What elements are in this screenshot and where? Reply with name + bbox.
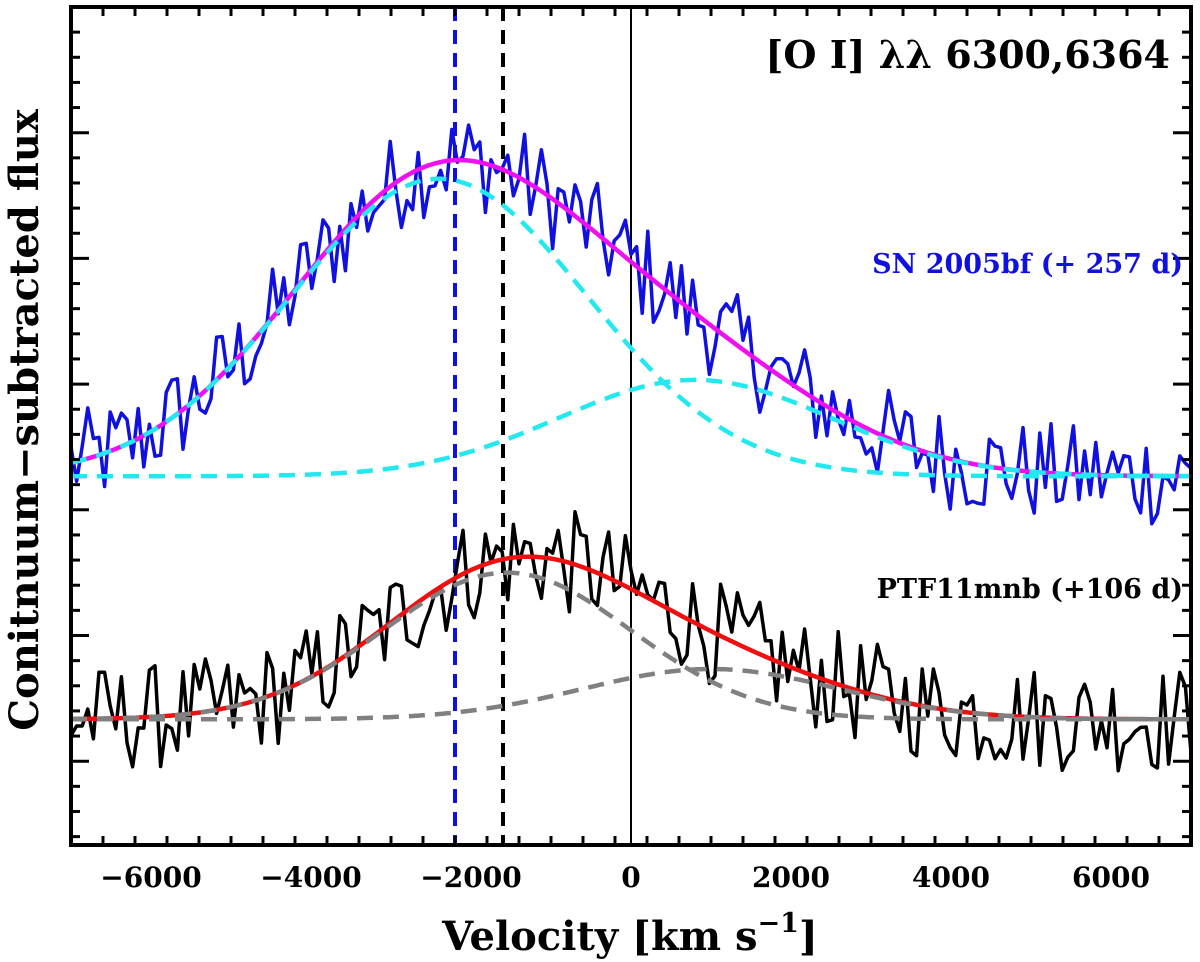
x-axis-title: Velocity [km s−1]	[441, 908, 818, 960]
series-label-sn2005bf: SN 2005bf (+ 257 d)	[872, 249, 1183, 280]
chart-title: [O I] λλ 6300,6364	[765, 32, 1170, 77]
series-label-ptf11mnb: PTF11mnb (+106 d)	[877, 574, 1183, 605]
ptf11mnb-component-fit-1	[71, 570, 1191, 722]
x-axis-title-exponent: −1	[757, 908, 798, 939]
x-tick-label: 2000	[752, 861, 830, 894]
x-tick-label: 4000	[912, 861, 990, 894]
spectrum-sn2005bf	[69, 123, 1193, 526]
data-layer	[69, 7, 1193, 845]
x-tick-label: −4000	[260, 861, 361, 894]
x-tick-label: −2000	[420, 861, 521, 894]
y-axis-title: Conitnuum−subtracted flux	[1, 108, 48, 731]
x-tick-label: 0	[621, 861, 640, 894]
x-axis-title-close: ]	[799, 913, 818, 960]
sn2005bf-component-fit-2	[71, 377, 1192, 479]
plot-frame	[69, 5, 1193, 847]
x-tick-label: 6000	[1072, 861, 1150, 894]
spectrum-ptf11mnb	[69, 510, 1193, 773]
x-axis-title-main: Velocity [km s	[441, 913, 757, 960]
sn2005bf-component-fit-1	[70, 176, 1191, 479]
x-tick-label: −6000	[100, 861, 201, 894]
ptf11mnb-component-fit-2	[71, 666, 1191, 722]
